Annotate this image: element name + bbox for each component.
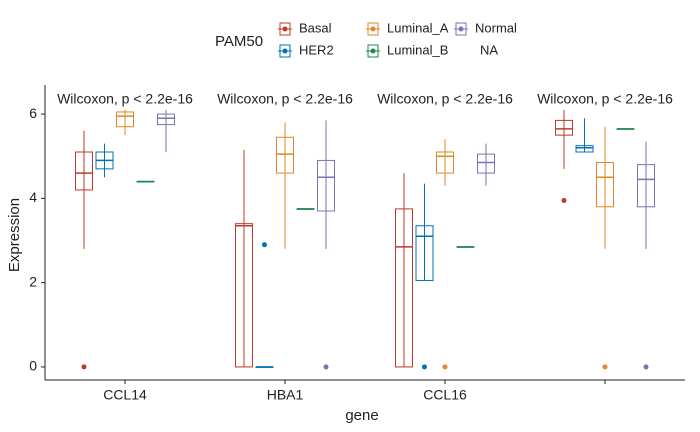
- outlier: [323, 364, 329, 370]
- legend-key-box: [367, 44, 379, 58]
- legend-key-dot: [370, 26, 376, 32]
- legend-key-dot: [282, 26, 288, 32]
- box: [276, 136, 294, 174]
- legend-label: Luminal_B: [387, 42, 448, 57]
- legend-key-dot: [370, 48, 376, 54]
- legend-key-box: [279, 44, 291, 58]
- annotation: Wilcoxon, p < 2.2e-16: [57, 91, 193, 107]
- annotation: Wilcoxon, p < 2.2e-16: [377, 91, 513, 107]
- outlier: [442, 364, 448, 370]
- box: [157, 113, 175, 126]
- legend-label: Basal: [299, 20, 332, 35]
- outlier: [422, 364, 427, 370]
- box: [235, 223, 253, 368]
- legend-key-dot: [282, 48, 288, 54]
- annotation: Wilcoxon, p < 2.2e-16: [217, 91, 353, 107]
- legend-key-dot: [458, 26, 464, 32]
- outlier: [561, 197, 567, 203]
- x-axis-label: gene: [345, 407, 378, 424]
- y-tick-label: 0: [29, 358, 37, 374]
- y-tick-label: 6: [29, 105, 37, 121]
- outlier: [602, 364, 608, 370]
- outlier: [81, 364, 87, 370]
- legend-label: Normal: [475, 20, 517, 35]
- x-tick-label: CCL16: [423, 387, 467, 403]
- box: [75, 151, 93, 191]
- y-tick-label: 2: [29, 273, 37, 289]
- legend-key-box: [455, 22, 467, 36]
- outlier: [643, 364, 649, 370]
- box: [575, 145, 594, 153]
- x-tick-label: HBA1: [267, 387, 304, 403]
- legend-key-box: [367, 22, 379, 36]
- legend-label: HER2: [299, 42, 334, 57]
- box: [477, 153, 495, 174]
- legend-key-box: [279, 22, 291, 36]
- box: [317, 159, 335, 212]
- outlier: [262, 242, 267, 248]
- y-tick-label: 4: [29, 189, 37, 205]
- legend-title: PAM50: [215, 33, 263, 50]
- box: [596, 162, 614, 208]
- box: [637, 164, 655, 208]
- legend-label: Luminal_A: [387, 20, 449, 35]
- box: [116, 111, 134, 128]
- y-axis-label: Expression: [6, 198, 23, 272]
- box: [395, 208, 413, 368]
- legend-na: NA: [480, 42, 498, 57]
- x-tick-label: CCL14: [103, 387, 147, 403]
- annotation: Wilcoxon, p < 2.2e-16: [537, 91, 673, 107]
- box: [555, 119, 573, 136]
- box: [415, 225, 434, 282]
- box: [436, 151, 454, 174]
